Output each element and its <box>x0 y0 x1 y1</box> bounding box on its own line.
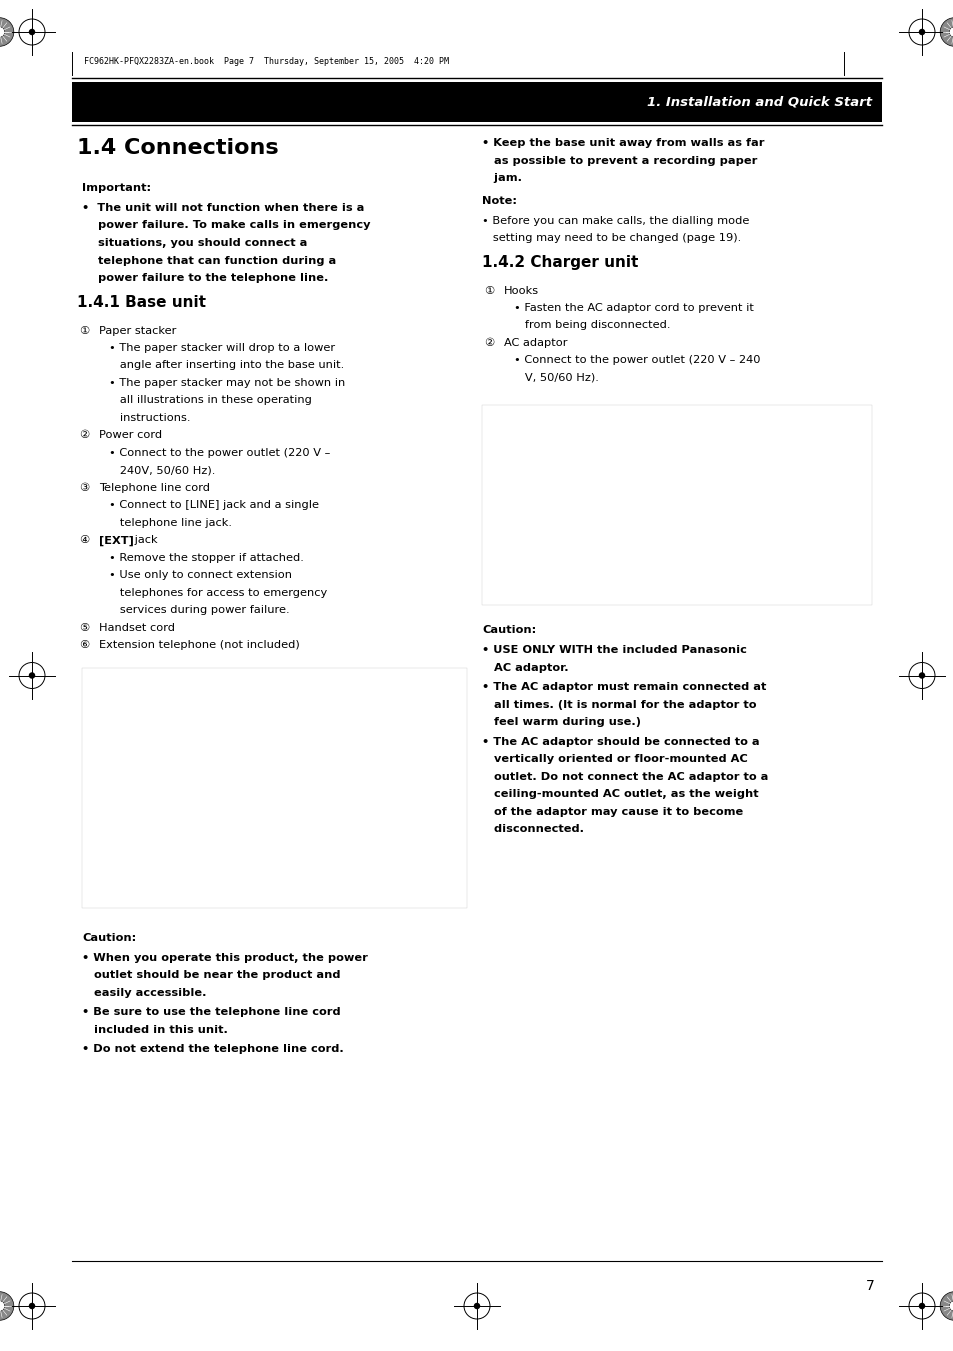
Text: included in this unit.: included in this unit. <box>82 1025 228 1035</box>
Bar <box>82 667 467 908</box>
Text: telephones for access to emergency: telephones for access to emergency <box>109 588 327 598</box>
Text: Power cord: Power cord <box>99 431 162 440</box>
Text: of the adaptor may cause it to become: of the adaptor may cause it to become <box>481 807 742 817</box>
Text: V, 50/60 Hz).: V, 50/60 Hz). <box>514 373 598 382</box>
Circle shape <box>0 18 13 46</box>
Text: • The AC adaptor must remain connected at: • The AC adaptor must remain connected a… <box>481 682 765 693</box>
Text: • Connect to the power outlet (220 V – 240: • Connect to the power outlet (220 V – 2… <box>514 355 760 366</box>
Text: ⑥: ⑥ <box>79 640 90 650</box>
Text: telephone that can function during a: telephone that can function during a <box>82 255 335 266</box>
Text: AC adaptor: AC adaptor <box>503 338 567 349</box>
Text: 1.4 Connections: 1.4 Connections <box>77 138 278 158</box>
Text: • Do not extend the telephone line cord.: • Do not extend the telephone line cord. <box>82 1044 343 1055</box>
Text: Telephone line cord: Telephone line cord <box>99 484 210 493</box>
Text: ceiling-mounted AC outlet, as the weight: ceiling-mounted AC outlet, as the weight <box>481 789 758 800</box>
Text: Hooks: Hooks <box>503 285 538 296</box>
Text: angle after inserting into the base unit.: angle after inserting into the base unit… <box>109 361 344 370</box>
Text: •  The unit will not function when there is a: • The unit will not function when there … <box>82 203 364 213</box>
Text: 7: 7 <box>864 1279 874 1293</box>
Text: Important:: Important: <box>82 182 151 193</box>
Text: outlet. Do not connect the AC adaptor to a: outlet. Do not connect the AC adaptor to… <box>481 771 767 782</box>
Text: setting may need to be changed (page 19).: setting may need to be changed (page 19)… <box>481 232 740 243</box>
Circle shape <box>940 18 953 46</box>
Text: telephone line jack.: telephone line jack. <box>109 517 232 528</box>
Text: • Fasten the AC adaptor cord to prevent it: • Fasten the AC adaptor cord to prevent … <box>514 303 753 313</box>
Text: • Connect to the power outlet (220 V –: • Connect to the power outlet (220 V – <box>109 449 330 458</box>
Text: 1.4.1 Base unit: 1.4.1 Base unit <box>77 296 206 311</box>
Text: as possible to prevent a recording paper: as possible to prevent a recording paper <box>481 155 757 166</box>
Circle shape <box>0 27 5 38</box>
Text: vertically oriented or floor-mounted AC: vertically oriented or floor-mounted AC <box>481 754 747 765</box>
Text: jack: jack <box>131 535 157 546</box>
Text: Note:: Note: <box>481 196 517 205</box>
Text: • The AC adaptor should be connected to a: • The AC adaptor should be connected to … <box>481 738 759 747</box>
Circle shape <box>474 1302 479 1309</box>
Text: [EXT]: [EXT] <box>99 535 133 546</box>
Circle shape <box>940 1292 953 1320</box>
Circle shape <box>29 1302 35 1309</box>
Text: disconnected.: disconnected. <box>481 824 583 835</box>
Text: • Use only to connect extension: • Use only to connect extension <box>109 570 292 581</box>
Text: • Before you can make calls, the dialling mode: • Before you can make calls, the diallin… <box>481 216 749 226</box>
Text: situations, you should connect a: situations, you should connect a <box>82 238 307 249</box>
Text: 1.4.2 Charger unit: 1.4.2 Charger unit <box>481 255 638 270</box>
Bar <box>71 82 882 122</box>
Text: ①: ① <box>79 326 90 335</box>
Text: all illustrations in these operating: all illustrations in these operating <box>109 396 312 405</box>
Text: Caution:: Caution: <box>481 626 536 635</box>
Circle shape <box>29 673 35 678</box>
Text: instructions.: instructions. <box>109 413 191 423</box>
Text: • The paper stacker may not be shown in: • The paper stacker may not be shown in <box>109 378 345 388</box>
Text: • Keep the base unit away from walls as far: • Keep the base unit away from walls as … <box>481 138 763 149</box>
Text: ②: ② <box>483 338 494 349</box>
Circle shape <box>948 27 953 38</box>
Text: easily accessible.: easily accessible. <box>82 988 206 998</box>
Circle shape <box>0 1301 5 1312</box>
Text: • Be sure to use the telephone line cord: • Be sure to use the telephone line cord <box>82 1008 340 1017</box>
Text: ②: ② <box>79 431 90 440</box>
Text: ⑤: ⑤ <box>79 623 90 634</box>
Text: Handset cord: Handset cord <box>99 623 174 634</box>
Text: Extension telephone (not included): Extension telephone (not included) <box>99 640 299 650</box>
Text: • The paper stacker will drop to a lower: • The paper stacker will drop to a lower <box>109 343 335 353</box>
Circle shape <box>918 1302 924 1309</box>
Text: 240V, 50/60 Hz).: 240V, 50/60 Hz). <box>109 466 215 476</box>
Circle shape <box>0 1292 13 1320</box>
Text: feel warm during use.): feel warm during use.) <box>481 717 640 727</box>
Text: ③: ③ <box>79 484 90 493</box>
Text: jam.: jam. <box>481 173 521 182</box>
Circle shape <box>29 28 35 35</box>
Text: outlet should be near the product and: outlet should be near the product and <box>82 970 340 981</box>
Text: ④: ④ <box>79 535 90 546</box>
Text: power failure. To make calls in emergency: power failure. To make calls in emergenc… <box>82 220 370 231</box>
Text: services during power failure.: services during power failure. <box>109 605 290 616</box>
Text: power failure to the telephone line.: power failure to the telephone line. <box>82 273 328 282</box>
Text: ①: ① <box>483 285 494 296</box>
Text: • Remove the stopper if attached.: • Remove the stopper if attached. <box>109 553 304 563</box>
Text: Caution:: Caution: <box>82 934 136 943</box>
Text: • Connect to [LINE] jack and a single: • Connect to [LINE] jack and a single <box>109 500 318 511</box>
Text: from being disconnected.: from being disconnected. <box>514 320 670 331</box>
Bar <box>481 405 871 605</box>
Text: all times. (It is normal for the adaptor to: all times. (It is normal for the adaptor… <box>481 700 756 711</box>
Text: 1. Installation and Quick Start: 1. Installation and Quick Start <box>646 96 871 108</box>
Text: AC adaptor.: AC adaptor. <box>481 663 568 673</box>
Circle shape <box>948 1301 953 1312</box>
Text: Paper stacker: Paper stacker <box>99 326 176 335</box>
Text: • USE ONLY WITH the included Panasonic: • USE ONLY WITH the included Panasonic <box>481 646 746 655</box>
Text: FC962HK-PFQX2283ZA-en.book  Page 7  Thursday, September 15, 2005  4:20 PM: FC962HK-PFQX2283ZA-en.book Page 7 Thursd… <box>84 58 449 66</box>
Text: • When you operate this product, the power: • When you operate this product, the pow… <box>82 952 368 963</box>
Circle shape <box>918 673 924 678</box>
Circle shape <box>918 28 924 35</box>
